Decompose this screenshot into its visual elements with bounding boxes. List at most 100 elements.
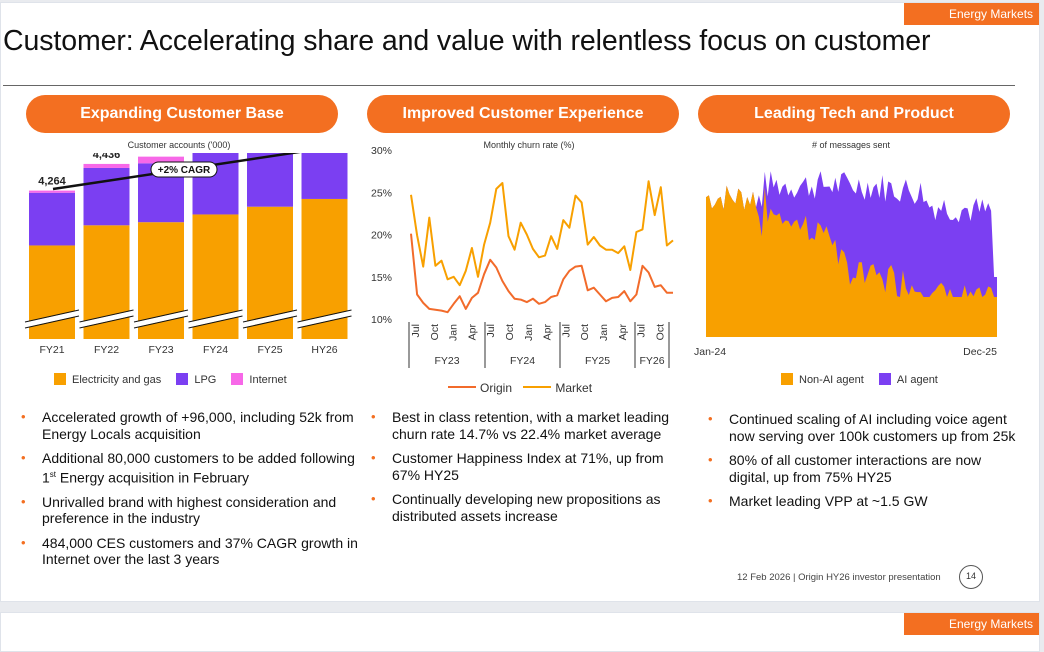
legend-swatch (878, 373, 891, 385)
axis-break-line (133, 309, 189, 323)
legend-market: Market (523, 381, 592, 395)
legend-swatch (781, 373, 793, 385)
bullet-item: 484,000 CES customers and 37% CAGR growt… (21, 535, 361, 568)
x-tick-label: Oct (504, 324, 516, 340)
panel-title-customer-experience: Improved Customer Experience (367, 95, 679, 133)
group-label: FY26 (639, 355, 664, 367)
x-tick-label: Oct (654, 324, 666, 340)
customer-accounts-bar-chart: 4,264FY214,436FY224,483FY234,591FY244,69… (24, 153, 353, 356)
bar-lpg (29, 192, 75, 246)
slide: Energy Markets Customer: Accelerating sh… (0, 2, 1040, 602)
legend-swatch (54, 373, 66, 385)
series-line-market (410, 180, 674, 287)
bar-lpg (301, 153, 348, 199)
category-label: HY26 (311, 344, 337, 356)
area-chart-legend: Non-AI agent AI agent (781, 373, 938, 386)
legend-electricity-gas: Electricity and gas (54, 373, 161, 386)
bullet-item: Best in class retention, with a market l… (371, 409, 691, 442)
total-label: 4,483 (147, 153, 175, 154)
footer-text: 12 Feb 2026 | Origin HY26 investor prese… (737, 572, 941, 583)
title-divider (3, 85, 1015, 86)
bullet-item: Customer Happiness Index at 71%, up from… (371, 450, 691, 483)
cagr-badge (150, 161, 218, 178)
bullet-item: Market leading VPP at ~1.5 GW (708, 493, 1023, 510)
axis-break-gap (78, 310, 135, 328)
bullets-customer-base: Accelerated growth of +96,000, including… (21, 409, 361, 576)
category-label: FY23 (148, 344, 173, 356)
bar-chart-legend: Electricity and gas LPG Internet (54, 373, 287, 386)
page-title: Customer: Accelerating share and value w… (3, 25, 931, 57)
y-tick-label: 15% (371, 272, 392, 284)
bar-chart-subtitle: Customer accounts ('000) (127, 140, 231, 150)
line-chart-legend: Origin Market (448, 381, 592, 395)
x-tick-label: Apr (617, 324, 629, 341)
category-label: FY25 (257, 344, 282, 356)
axis-break-line (188, 315, 243, 329)
group-label: FY23 (434, 355, 459, 367)
page-number: 14 (959, 565, 983, 589)
bullet-item: Unrivalled brand with highest considerat… (21, 494, 361, 527)
x-tick-label: Jul (485, 324, 497, 337)
axis-break-gap (296, 310, 353, 328)
axis-break-gap (187, 310, 244, 328)
total-label: 4,264 (38, 176, 66, 188)
panel-title-tech-product: Leading Tech and Product (698, 95, 1010, 133)
category-label: FY22 (94, 344, 119, 356)
x-tick-label: Jul (410, 324, 422, 337)
bullet-item: 80% of all customer interactions are now… (708, 452, 1023, 485)
bar-internet (83, 163, 130, 168)
section-tag: Energy Markets (904, 3, 1039, 25)
legend-internet: Internet (231, 373, 287, 386)
area-chart-subtitle: # of messages sent (811, 140, 891, 150)
axis-break-gap (24, 310, 80, 328)
bar-lpg (83, 167, 130, 226)
line-chart-subtitle: Monthly churn rate (%) (483, 140, 575, 150)
category-label: FY21 (39, 344, 64, 356)
x-tick-label: Jan (448, 324, 460, 341)
axis-break-line (242, 309, 298, 323)
bar-internet (29, 190, 75, 193)
axis-break-line (79, 309, 134, 323)
legend-ai-agent: AI agent (878, 373, 938, 386)
axis-break-line (24, 315, 80, 329)
series-line-origin (410, 233, 673, 314)
x-tick-label: Apr (466, 324, 478, 341)
section-tag: Energy Markets (904, 613, 1039, 635)
bar-lpg (247, 153, 293, 207)
category-label: FY24 (203, 344, 228, 356)
legend-swatch (231, 373, 244, 385)
bullet-item: Continued scaling of AI including voice … (708, 411, 1023, 444)
legend-line (448, 386, 476, 388)
churn-rate-line-chart: 30% 25% 20% 15% 10% Jul Oct Jan Apr Jul Oct Jan Apr J… (371, 145, 674, 368)
legend-lpg: LPG (176, 373, 216, 386)
axis-break-gap (133, 310, 189, 328)
messages-area-chart: Jan-24 Dec-25 (694, 171, 997, 358)
bullet-item: Continually developing new propositions … (371, 491, 691, 524)
next-slide-preview: Energy Markets (0, 612, 1040, 652)
axis-break-line (242, 315, 298, 329)
legend-line (523, 386, 552, 388)
legend-origin: Origin (448, 381, 512, 395)
axis-break-line (24, 309, 80, 323)
y-tick-label: 10% (371, 314, 392, 326)
axis-break-line (188, 309, 243, 323)
bullet-item: Accelerated growth of +96,000, including… (21, 409, 361, 442)
x-tick-label: Jan (598, 324, 610, 341)
axis-break-line (133, 315, 189, 329)
bar-internet (138, 156, 184, 164)
group-label: FY25 (585, 355, 610, 367)
y-tick-label: 30% (371, 145, 392, 157)
x-label-start: Jan-24 (694, 346, 726, 358)
legend-swatch (176, 373, 189, 385)
bullets-customer-experience: Best in class retention, with a market l… (371, 409, 691, 532)
axis-break-line (79, 315, 134, 329)
area-non-ai-agent (706, 185, 997, 337)
total-label: 4,436 (93, 153, 121, 161)
panel-title-customer-base: Expanding Customer Base (26, 95, 338, 133)
x-tick-label: Apr (542, 324, 554, 341)
x-tick-label: Oct (429, 324, 441, 340)
cagr-label: +2% CAGR (158, 165, 211, 176)
axis-break-line (297, 309, 352, 323)
group-label: FY24 (510, 355, 535, 367)
x-tick-label: Jul (636, 324, 648, 337)
